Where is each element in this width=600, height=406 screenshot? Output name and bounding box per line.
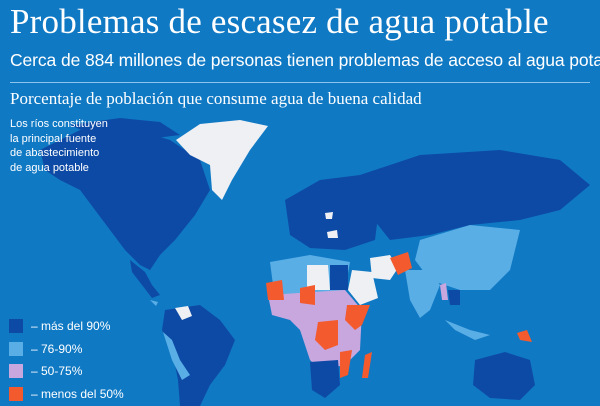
region-east-asia xyxy=(415,225,520,290)
page-subtitle: Cerca de 884 millones de personas tienen… xyxy=(10,50,600,70)
region-central-america xyxy=(130,260,160,298)
legend-swatch xyxy=(9,364,23,379)
region-andes xyxy=(163,332,190,380)
region-australia xyxy=(473,352,535,400)
region-indonesia xyxy=(445,320,490,340)
region-south-asia xyxy=(405,270,440,318)
map-note: Los ríos constituyen la principal fuente… xyxy=(10,118,108,174)
region-mozambique xyxy=(340,350,352,378)
region-ethiopia-somalia xyxy=(345,305,370,330)
region-libya xyxy=(307,265,330,290)
legend-item-76-90: – 76-90% xyxy=(9,338,124,361)
legend-item-under-50: – menos del 50% xyxy=(9,383,124,406)
region-arctic-canada xyxy=(70,118,180,140)
region-southern-africa xyxy=(310,360,340,398)
region-sub-saharan xyxy=(268,290,362,370)
legend-item-over-90: – más del 90% xyxy=(9,315,124,338)
map-title: Porcentaje de población que consume agua… xyxy=(10,89,422,108)
region-caribbean xyxy=(150,300,158,306)
region-mauritania xyxy=(266,280,284,300)
legend-item-50-75: – 50-75% xyxy=(9,360,124,383)
region-egypt xyxy=(330,265,348,290)
region-ukraine xyxy=(327,230,338,238)
world-map xyxy=(40,118,590,406)
region-russia xyxy=(360,150,590,240)
legend-swatch xyxy=(9,341,23,356)
region-north-america xyxy=(40,128,210,270)
legend-swatch xyxy=(9,386,23,401)
region-saudi xyxy=(348,270,378,305)
region-south-america xyxy=(162,305,235,406)
region-png xyxy=(517,330,532,342)
region-indochina xyxy=(448,290,460,305)
page-title: Problemas de escasez de agua potable xyxy=(10,2,549,41)
region-niger xyxy=(300,285,315,305)
region-madagascar xyxy=(362,352,372,378)
legend-swatch xyxy=(9,319,23,334)
region-venezuela xyxy=(175,306,192,320)
region-greenland xyxy=(176,120,268,200)
map-legend: – más del 90% – 76-90% – 50-75% – menos … xyxy=(9,315,124,405)
divider xyxy=(10,82,590,83)
region-belarus xyxy=(325,212,333,219)
region-iran xyxy=(370,255,398,280)
region-myanmar xyxy=(440,283,448,300)
region-afghanistan xyxy=(390,252,412,275)
region-drc xyxy=(315,320,338,350)
